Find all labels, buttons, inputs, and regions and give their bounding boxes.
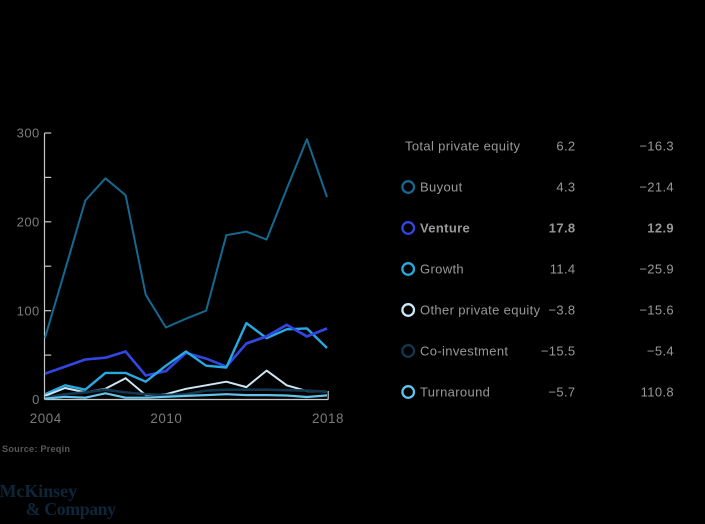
svg-text:2010: 2010 — [150, 411, 182, 426]
svg-text:6.2: 6.2 — [556, 138, 575, 153]
svg-text:Co-investment: Co-investment — [420, 343, 508, 358]
svg-text:McKinsey: McKinsey — [0, 481, 77, 501]
svg-text:4.3: 4.3 — [556, 179, 575, 194]
svg-text:Buyout: Buyout — [420, 179, 463, 194]
svg-text:Venture: Venture — [420, 220, 470, 235]
svg-text:2018: 2018 — [312, 411, 344, 426]
svg-text:−16.3: −16.3 — [639, 138, 674, 153]
svg-text:100: 100 — [17, 303, 40, 318]
svg-text:& Company: & Company — [26, 499, 116, 519]
svg-text:−5.7: −5.7 — [548, 384, 575, 399]
svg-text:300: 300 — [17, 126, 40, 141]
svg-text:0: 0 — [32, 392, 40, 407]
svg-text:Total private equity: Total private equity — [405, 138, 521, 153]
svg-text:−21.4: −21.4 — [639, 179, 674, 194]
svg-text:11.4: 11.4 — [550, 261, 576, 276]
svg-text:−5.4: −5.4 — [647, 343, 674, 358]
svg-text:12.9: 12.9 — [647, 220, 674, 235]
svg-text:17.8: 17.8 — [549, 220, 576, 235]
svg-text:Growth: Growth — [420, 261, 464, 276]
svg-text:−25.9: −25.9 — [639, 261, 674, 276]
svg-text:Source: Preqin: Source: Preqin — [2, 444, 70, 454]
svg-text:Turnaround: Turnaround — [420, 384, 490, 399]
svg-text:200: 200 — [17, 214, 40, 229]
svg-text:Other private equity: Other private equity — [420, 302, 541, 317]
svg-text:2004: 2004 — [30, 411, 62, 426]
svg-text:110.8: 110.8 — [641, 384, 674, 399]
svg-text:−3.8: −3.8 — [548, 302, 575, 317]
svg-text:−15.6: −15.6 — [639, 302, 674, 317]
svg-text:−15.5: −15.5 — [541, 343, 576, 358]
